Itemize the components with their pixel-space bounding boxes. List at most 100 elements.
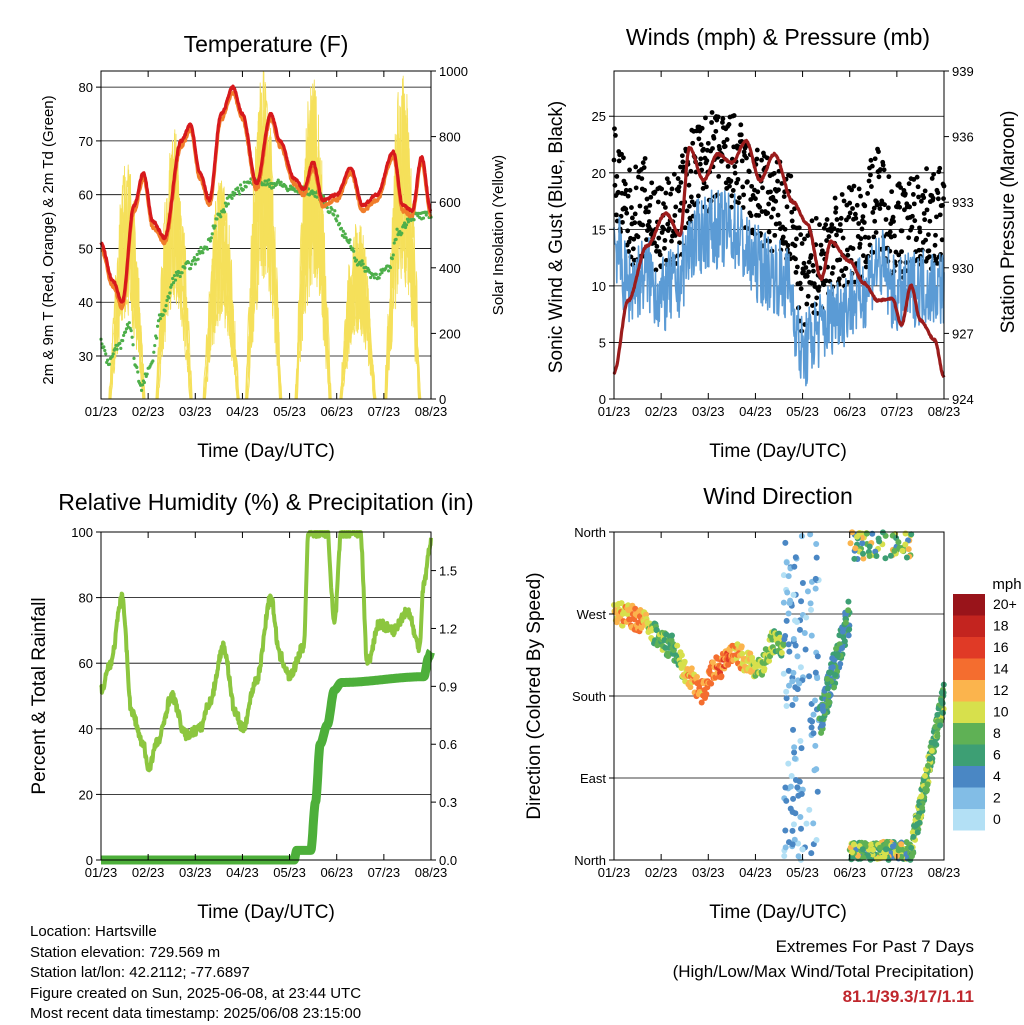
gust-point <box>661 201 666 207</box>
wind-direction-point <box>780 599 787 606</box>
wind-direction-point <box>808 606 815 613</box>
wind-direction-point <box>814 675 821 682</box>
gust-point <box>860 253 866 259</box>
gust-point <box>937 212 943 218</box>
gust-point <box>824 238 830 243</box>
gust-point <box>792 243 798 249</box>
dewpoint-point <box>188 266 193 271</box>
dewpoint-point <box>183 266 187 270</box>
gust-point <box>682 225 688 231</box>
gust-point <box>665 221 671 227</box>
dewpoint-point <box>135 365 139 369</box>
humidity-xtick-label: 04/23 <box>226 865 259 880</box>
gust-point <box>756 213 762 218</box>
gust-point <box>896 181 902 187</box>
wind-direction-point <box>852 545 859 552</box>
wind-direction-point <box>846 626 853 633</box>
gust-point <box>757 204 763 210</box>
dewpoint-point <box>339 226 344 230</box>
gust-point <box>824 217 830 222</box>
solar-ytick-right-label: 400 <box>439 261 461 276</box>
station-location: Location: Hartsville <box>30 923 157 940</box>
wind-direction-point <box>905 546 912 553</box>
gust-point <box>623 187 629 193</box>
gust-point <box>773 198 779 204</box>
dewpoint-point <box>201 251 205 255</box>
dewpoint-point <box>195 252 199 257</box>
dewpoint-point <box>158 317 162 321</box>
dewpoint-point <box>170 283 174 287</box>
wind-direction-point <box>889 843 896 850</box>
wind-direction-point <box>909 829 916 836</box>
solar-insolation-trace <box>204 197 240 400</box>
wind-direction-point <box>902 530 909 537</box>
dewpoint-point <box>192 256 196 260</box>
speed-legend-label: 10 <box>993 704 1009 720</box>
wind-direction-title: Wind Direction <box>703 483 853 509</box>
gust-point <box>838 228 844 234</box>
gust-point <box>722 143 728 149</box>
wind-direction-point <box>812 575 819 582</box>
gust-point <box>695 193 701 199</box>
winds-ylabel-left: Sonic Wind & Gust (Blue, Black) <box>546 101 567 373</box>
dewpoint-point <box>392 241 396 245</box>
wind-direction-point <box>819 706 826 713</box>
solar-ytick-right-label: 600 <box>439 195 461 210</box>
humidity-ytick-label: 60 <box>79 656 93 671</box>
wind-direction-point <box>814 788 821 795</box>
gust-point <box>641 165 647 170</box>
gust-point <box>687 203 692 209</box>
winds-ytick-label: 5 <box>599 335 606 350</box>
wind-direction-point <box>687 684 694 691</box>
dewpoint-point <box>107 362 112 366</box>
gust-point <box>883 217 889 222</box>
dewpoint-point <box>136 370 140 374</box>
wind-direction-point <box>792 696 799 703</box>
gust-point <box>720 120 725 125</box>
wind-direction-point <box>789 841 796 848</box>
gust-point <box>738 122 744 128</box>
dewpoint-point <box>238 183 243 187</box>
winds-ticks: 01/23 02/23 03/23 04/23 05/23 06/23 07/23 08/23… <box>592 64 974 419</box>
gust-point <box>802 236 807 242</box>
sonic-wind-line <box>613 189 945 387</box>
gust-point <box>619 151 624 157</box>
gust-point <box>843 266 849 271</box>
wind-direction-point <box>792 684 799 691</box>
dewpoint-point <box>386 269 391 273</box>
wind-direction-point <box>739 650 746 657</box>
gust-point <box>933 232 938 238</box>
dewpoint-point <box>237 189 241 193</box>
gust-point <box>673 204 679 210</box>
speed-legend-label: 4 <box>993 768 1001 784</box>
gust-point <box>633 164 639 170</box>
gust-point <box>748 213 754 219</box>
gust-point <box>797 280 803 286</box>
gust-point <box>784 204 790 210</box>
dewpoint-point <box>266 182 270 186</box>
gust-point <box>859 226 865 232</box>
wind-direction-point <box>939 689 946 696</box>
gust-point <box>701 146 706 152</box>
wind-direction-point <box>791 563 798 570</box>
gust-point <box>868 172 873 178</box>
temperature-xtick-label: 07/23 <box>368 404 401 419</box>
gust-point <box>632 211 638 217</box>
wind-direction-point <box>845 607 852 614</box>
gust-point <box>662 238 668 243</box>
dewpoint-point <box>189 262 194 267</box>
wind-direction-point <box>807 531 814 538</box>
wind-direction-point <box>829 655 836 662</box>
gust-point <box>613 212 619 218</box>
dewpoint-point <box>374 272 378 276</box>
dewpoint-point <box>219 215 223 219</box>
gust-point <box>766 201 772 207</box>
gust-point <box>897 204 903 210</box>
wind-direction-point <box>784 589 791 596</box>
dewpoint-point <box>191 258 195 262</box>
dewpoint-point <box>372 276 377 280</box>
wind-direction-point <box>808 632 815 639</box>
gust-point <box>629 205 634 210</box>
precip-ytick-right-label: 1.5 <box>439 564 457 579</box>
precip-ytick-right-label: 0.3 <box>439 795 457 810</box>
